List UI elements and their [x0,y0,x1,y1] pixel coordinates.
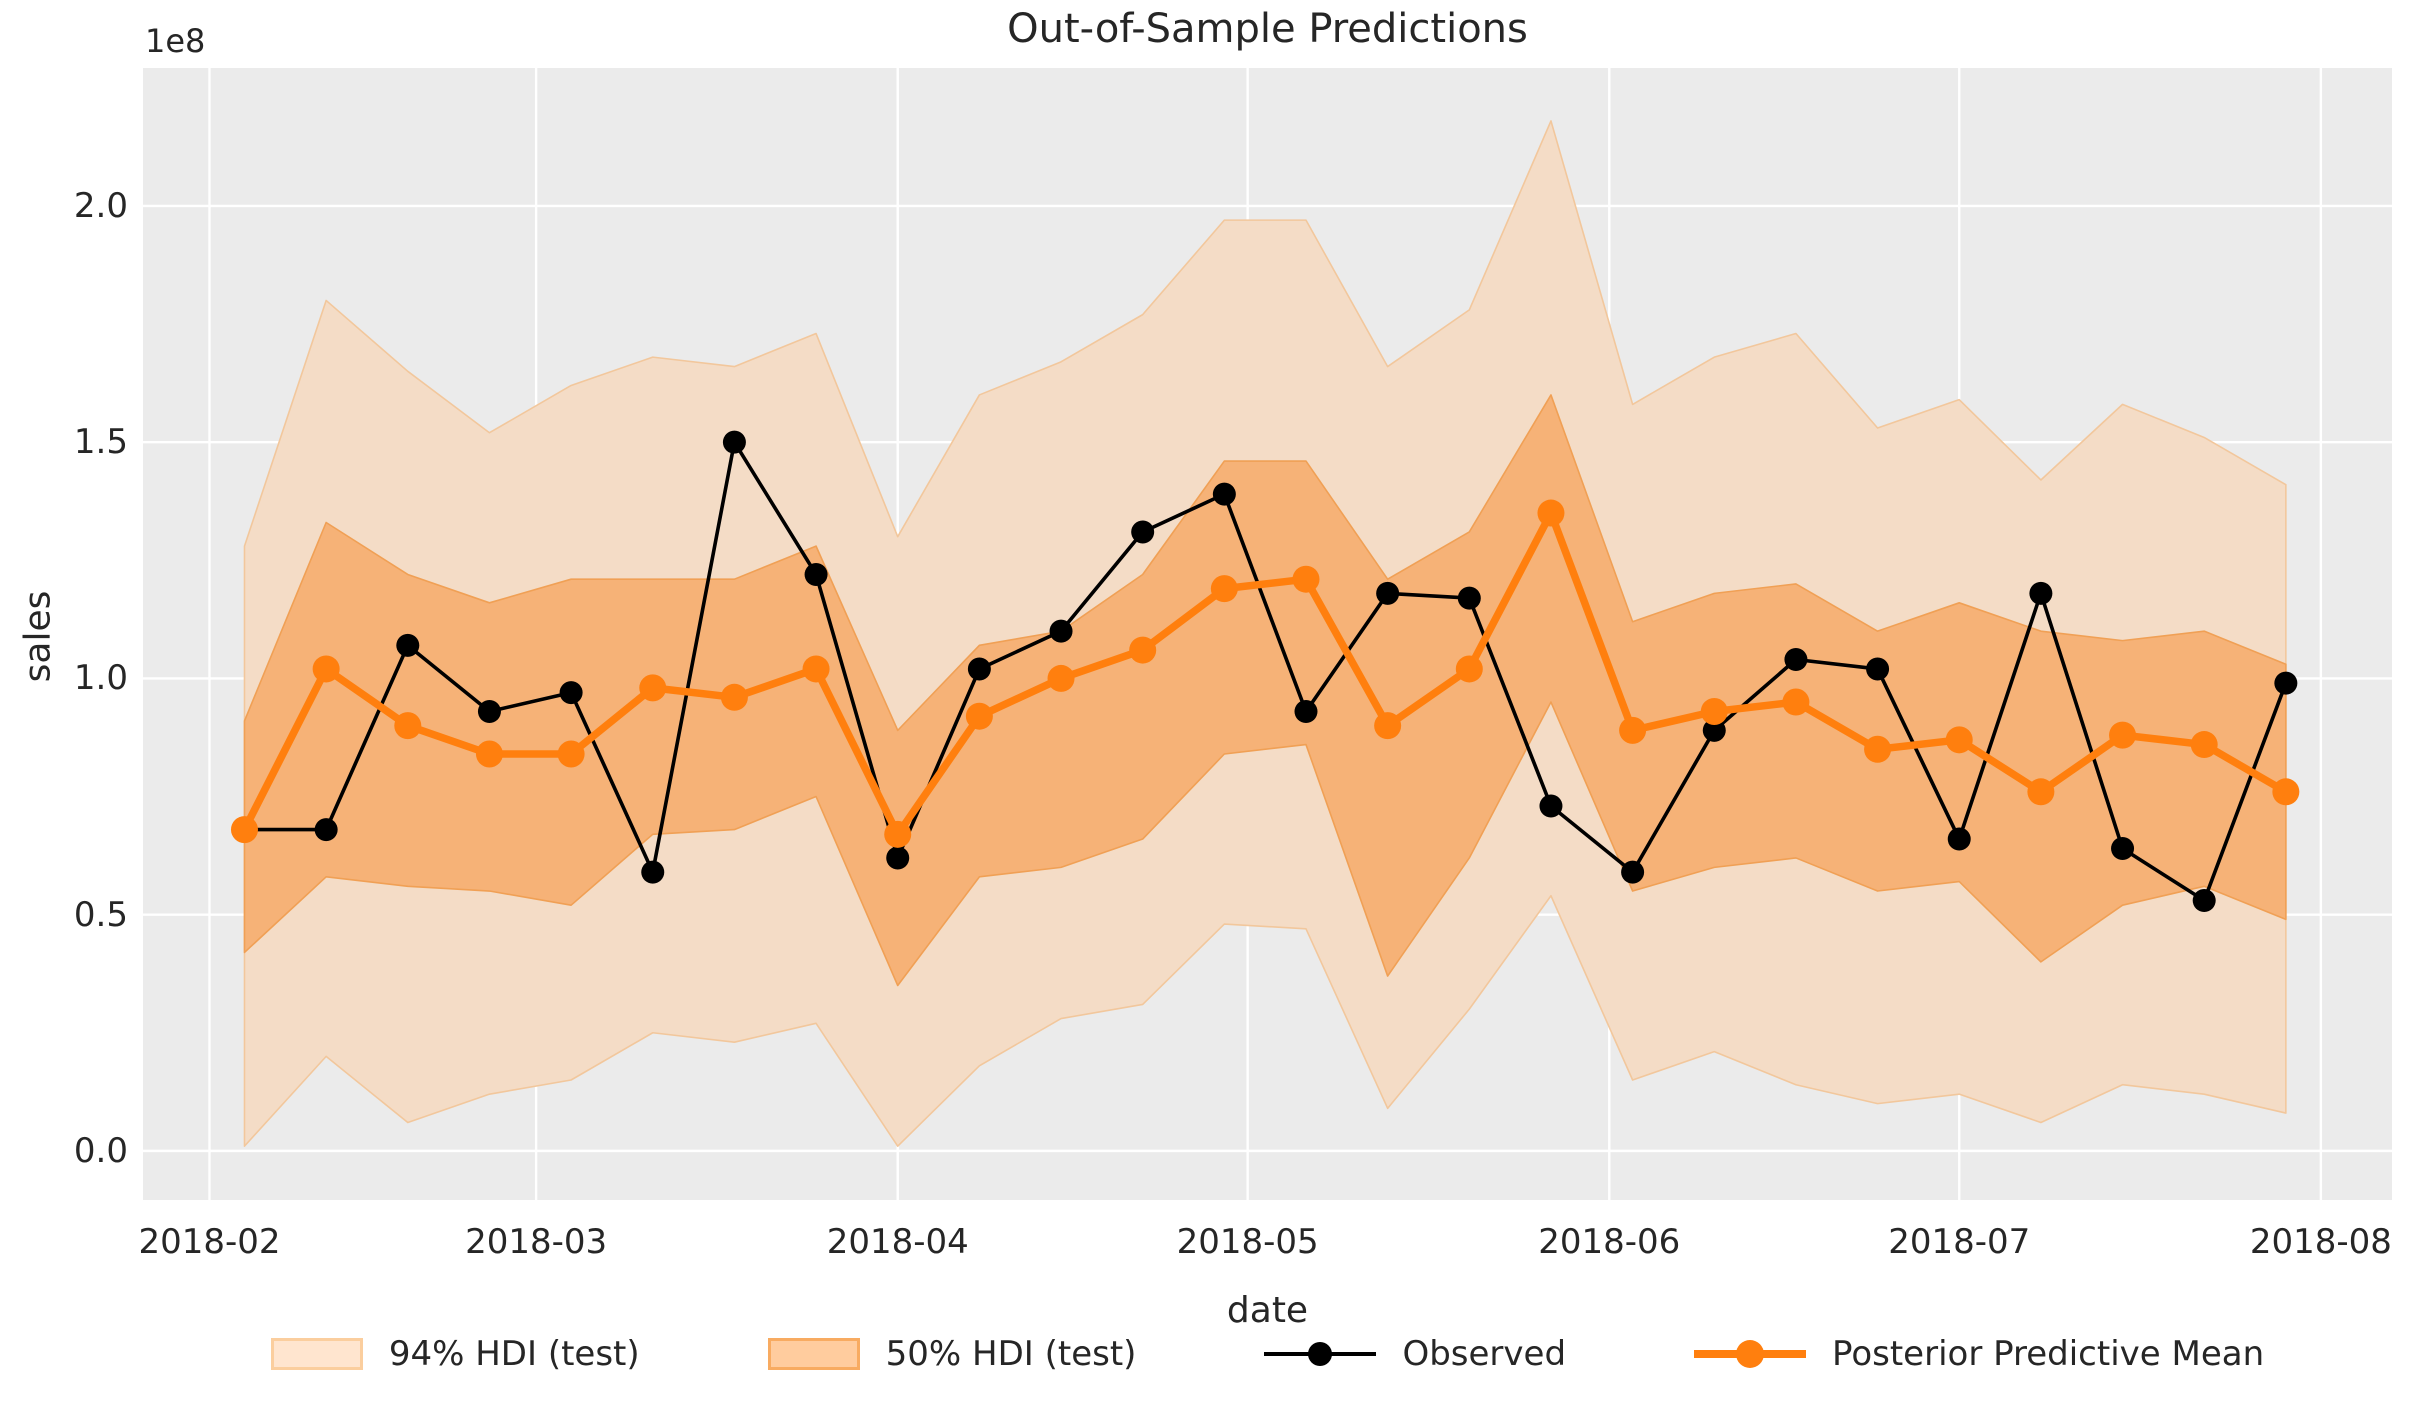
x-tick-label: 2018-03 [465,1222,608,1262]
observed-marker [804,562,828,586]
posterior-predictive-mean-marker [2027,778,2055,806]
observed-marker [2274,671,2298,695]
legend-label: 94% HDI (test) [388,1334,640,1374]
observed-marker [1784,648,1808,672]
y-tick-label: 0.5 [73,894,128,935]
observed-marker [1212,482,1236,506]
posterior-predictive-mean-marker [1619,716,1647,744]
legend-item: Observed [1264,1334,1566,1374]
x-tick-label: 2018-04 [826,1222,969,1262]
observed-marker [1702,718,1726,742]
posterior-predictive-mean-marker [1782,688,1810,716]
observed-marker [1457,586,1481,610]
observed-marker [1621,860,1645,884]
y-tick-label: 0.0 [73,1130,128,1171]
observed-marker [2192,888,2216,912]
posterior-predictive-mean-marker [639,674,667,702]
posterior-predictive-mean-marker [1129,636,1157,664]
posterior-predictive-mean-marker [1864,735,1892,763]
posterior-predictive-mean-marker [1374,712,1402,740]
x-tick-label: 2018-06 [1538,1222,1681,1262]
posterior-predictive-mean-marker [1047,664,1075,692]
posterior-predictive-mean-marker [2190,731,2218,759]
posterior-predictive-mean-marker [1700,697,1728,725]
observed-marker [1376,581,1400,605]
posterior-predictive-mean-line [240,509,2290,839]
posterior-predictive-mean-marker [802,655,830,683]
observed-marker [559,681,583,705]
observed-marker [1131,520,1155,544]
legend-marker-dot [1736,1340,1765,1368]
posterior-predictive-mean-marker [1455,655,1483,683]
observed-marker [314,818,338,842]
x-axis-label: date [1226,1290,1309,1331]
posterior-predictive-mean-marker [1537,499,1565,527]
posterior-predictive-mean-marker [394,712,422,740]
observed-marker [396,633,420,657]
posterior-predictive-mean-marker [1945,726,1973,754]
posterior-predictive-mean-marker [557,740,585,768]
legend-line-marker [1694,1339,1807,1369]
x-tick-label: 2018-08 [2249,1222,2392,1262]
observed-marker [1539,794,1563,818]
observed-marker [1866,657,1890,681]
posterior-predictive-mean-marker [230,816,258,844]
legend-marker-dot [1308,1342,1333,1366]
observed-marker [722,430,746,454]
x-tick-label: 2018-07 [1888,1222,2031,1262]
legend-band-swatch [270,1338,363,1370]
posterior-predictive-mean-marker [312,655,340,683]
x-tick-label: 2018-02 [138,1222,281,1262]
y-tick-label: 2.0 [73,185,128,226]
legend-label: 50% HDI (test) [885,1334,1137,1374]
posterior-predictive-mean-marker [965,702,993,730]
observed-marker [967,657,991,681]
observed-marker [1947,827,1971,851]
posterior-predictive-mean-marker [2109,721,2137,749]
y-tick-label: 1.5 [73,422,128,463]
posterior-predictive-mean-marker [1210,575,1238,603]
posterior-predictive-mean-marker [1292,565,1320,593]
observed-line [242,440,2288,903]
posterior-predictive-mean-marker [475,740,503,768]
x-tick-label: 2018-05 [1176,1222,1319,1262]
legend: 94% HDI (test) 50% HDI (test) Observed Post… [143,1334,2392,1374]
legend-item: Posterior Predictive Mean [1694,1334,2264,1374]
legend-label: Posterior Predictive Mean [1832,1334,2265,1374]
legend-line-marker [1264,1339,1377,1369]
legend-item: 94% HDI (test) [270,1334,640,1374]
y-tick-label: 1.0 [73,658,128,699]
hdi-50-band [243,394,2287,987]
posterior-predictive-mean-marker [884,820,912,848]
observed-marker [1049,619,1073,643]
observed-marker [886,846,910,870]
posterior-predictive-mean-marker [2272,778,2300,806]
chart-title: Out-of-Sample Predictions [1007,6,1528,52]
observed-marker [1294,699,1318,723]
legend-item: 50% HDI (test) [767,1334,1137,1374]
observed-marker [641,860,665,884]
legend-label: Observed [1402,1334,1567,1374]
posterior-predictive-mean-marker [720,683,748,711]
observed-marker [2111,836,2135,860]
legend-band-swatch [767,1338,860,1370]
y-axis-offset-label: 1e8 [145,22,206,60]
observed-marker [2029,581,2053,605]
observed-marker [477,699,501,723]
